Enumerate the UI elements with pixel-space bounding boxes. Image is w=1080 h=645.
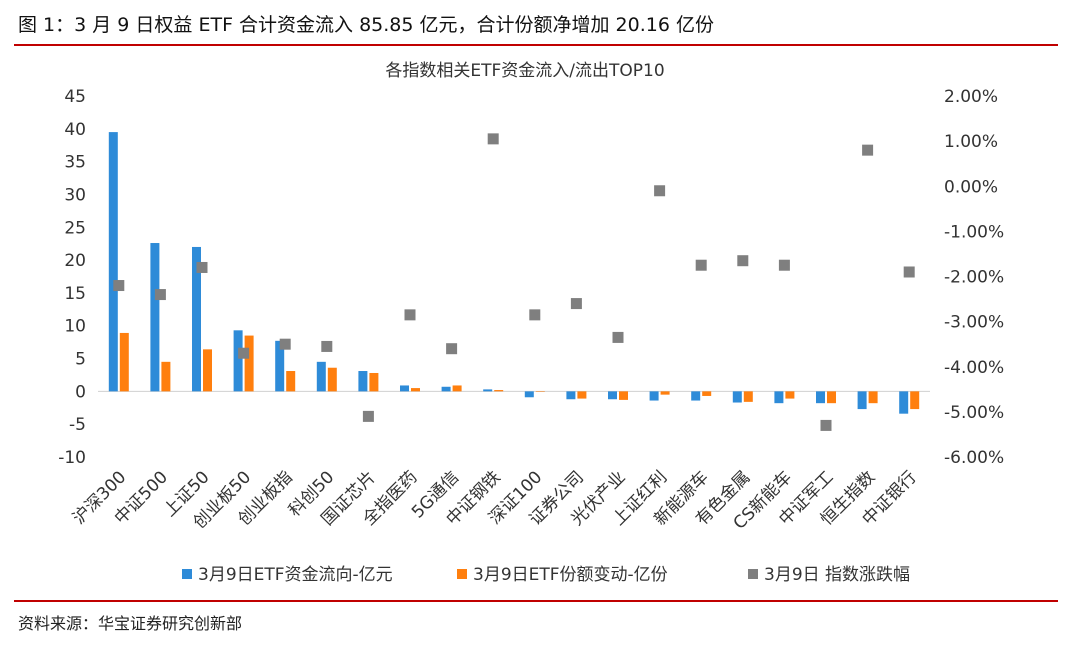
source-note: 资料来源：华宝证券研究创新部	[18, 614, 243, 633]
y-right-tick-label: -6.00%	[944, 448, 1004, 468]
index-change-point	[820, 419, 832, 431]
legend-label: 3月9日ETF资金流向-亿元	[198, 565, 393, 585]
inflow-bar	[857, 391, 867, 410]
points	[113, 133, 915, 431]
index-change-point	[903, 266, 915, 278]
legend-swatch	[182, 569, 192, 579]
index-change-point	[404, 309, 416, 321]
inflow-bar	[400, 385, 409, 392]
y-right-tick-label: -1.00%	[944, 222, 1004, 242]
share-change-bar	[494, 390, 504, 392]
chart: 各指数相关ETF资金流入/流出TOP10 45 40 35 30 25 20 15 10 5 0 -…	[58, 61, 1004, 585]
index-change-point	[362, 410, 374, 422]
inflow-bar	[774, 391, 784, 404]
inflow-bar	[732, 391, 742, 403]
inflow-bar	[150, 243, 160, 392]
share-change-bar	[161, 361, 171, 392]
y-left-tick-label: 20	[64, 251, 86, 271]
index-change-point	[612, 331, 624, 343]
share-change-bar	[827, 391, 836, 404]
inflow-bar	[358, 371, 368, 392]
y-right-tick-label: -5.00%	[944, 403, 1004, 423]
legend: 3月9日ETF资金流向-亿元 3月9日ETF份额变动-亿份 3月9日 指数涨跌幅	[182, 565, 910, 585]
share-change-bar	[411, 388, 420, 392]
y-left-tick-label: -10	[58, 448, 86, 468]
y-right-tick-label: 0.00%	[944, 177, 998, 197]
index-change-point	[279, 338, 291, 350]
index-change-point	[238, 347, 250, 359]
inflow-bar	[316, 361, 326, 392]
inflow-bar	[691, 391, 701, 401]
legend-swatch	[748, 569, 758, 579]
share-change-bar	[369, 372, 379, 392]
chart-title: 各指数相关ETF资金流入/流出TOP10	[385, 61, 664, 81]
y-right-tick-label: -2.00%	[944, 268, 1004, 288]
share-change-bar	[577, 391, 587, 399]
axes: 45 40 35 30 25 20 15 10 5 0 -5 -10 2.00% 1.00% 0.00% -1…	[58, 87, 1004, 468]
inflow-bar	[524, 391, 534, 398]
y-left-tick-label: -5	[69, 415, 86, 435]
inflow-bar	[649, 391, 659, 401]
index-change-point	[862, 144, 874, 156]
share-change-bar	[286, 371, 296, 392]
index-change-point	[196, 261, 208, 273]
index-change-point	[321, 340, 333, 352]
y-left-tick-label: 30	[64, 185, 86, 205]
legend-label: 3月9日 指数涨跌幅	[764, 565, 910, 585]
share-change-bar	[203, 349, 212, 392]
y-left-tick-label: 35	[64, 153, 86, 173]
share-change-bar	[910, 391, 920, 410]
index-change-point	[695, 259, 707, 271]
share-change-bar	[868, 391, 878, 404]
index-change-point	[154, 289, 166, 301]
inflow-bar	[108, 132, 118, 392]
share-change-bar	[702, 391, 712, 396]
share-change-bar	[452, 385, 462, 392]
share-change-bar	[619, 391, 628, 400]
share-change-bar	[327, 367, 337, 392]
inflow-bar	[233, 330, 243, 392]
share-change-bar	[743, 391, 753, 402]
index-change-point	[737, 255, 749, 267]
y-left-tick-label: 0	[75, 382, 86, 402]
y-right-tick-label: -4.00%	[944, 358, 1004, 378]
inflow-bar	[608, 391, 617, 400]
inflow-bar	[816, 391, 825, 404]
share-change-bar	[119, 332, 129, 392]
y-left-tick-label: 15	[64, 284, 86, 304]
figure-title: 图 1：3 月 9 日权益 ETF 合计资金流入 85.85 亿元，合计份额净增…	[18, 14, 714, 36]
y-right-tick-label: 2.00%	[944, 87, 998, 107]
index-change-point	[529, 309, 541, 321]
legend-label: 3月9日ETF份额变动-亿份	[473, 565, 668, 585]
y-left-tick-label: 5	[75, 350, 86, 370]
index-change-point	[570, 298, 582, 310]
y-left-tick-label: 25	[64, 218, 86, 238]
inflow-bar	[483, 389, 493, 392]
inflow-bar	[566, 391, 576, 400]
share-change-bar	[535, 391, 545, 392]
legend-swatch	[457, 569, 467, 579]
y-left-tick-label: 45	[64, 87, 86, 107]
inflow-bar	[275, 340, 285, 392]
bottom-rule	[14, 600, 1058, 602]
index-change-point	[446, 343, 458, 355]
inflow-bar	[441, 386, 451, 392]
index-change-point	[113, 280, 125, 292]
share-change-bar	[785, 391, 795, 399]
y-left-tick-label: 40	[64, 120, 86, 140]
y-right-tick-label: -3.00%	[944, 313, 1004, 333]
bars	[108, 132, 920, 414]
labels: 沪深300中证500上证50创业板50创业板指科创50国证芯片全指医药5G通信中…	[69, 467, 921, 533]
index-change-point	[778, 259, 790, 271]
y-left-tick-label: 10	[64, 317, 86, 337]
inflow-bar	[899, 391, 909, 414]
inflow-bar	[192, 246, 201, 392]
index-change-point	[654, 185, 666, 197]
y-right-tick-label: 1.00%	[944, 132, 998, 152]
top-rule	[14, 44, 1058, 46]
index-change-point	[487, 133, 499, 145]
share-change-bar	[244, 335, 254, 392]
share-change-bar	[660, 391, 670, 395]
